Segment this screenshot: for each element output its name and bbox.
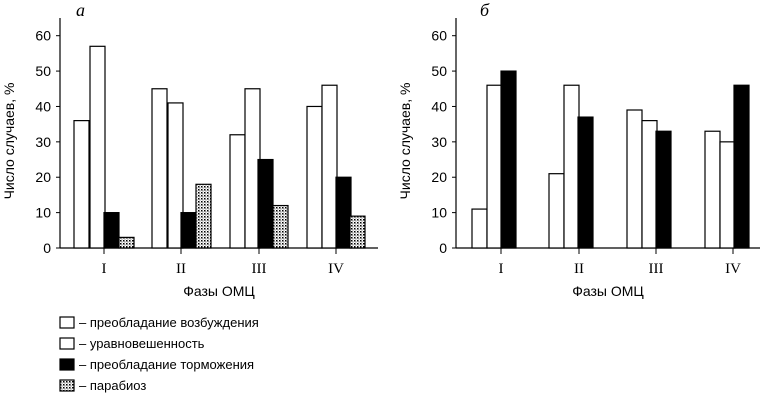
bar	[719, 141, 736, 249]
legend-item: – уравновешенность	[59, 336, 205, 351]
x-axis-title: Фазы ОМЦ	[572, 283, 644, 299]
x-tick-label: III	[649, 261, 664, 277]
bar	[321, 84, 338, 249]
bar	[180, 212, 197, 249]
y-tick-label: 20	[431, 169, 447, 185]
y-tick-label: 40	[35, 98, 51, 114]
x-axis-title: Фазы ОМЦ	[183, 283, 255, 299]
bar	[195, 183, 212, 249]
y-tick-label: 10	[431, 205, 447, 221]
x-tick-label: I	[499, 261, 504, 277]
y-tick-label: 10	[35, 205, 51, 221]
bar	[548, 173, 565, 249]
bar	[641, 120, 658, 249]
bar	[349, 215, 366, 249]
x-tick-label: I	[102, 261, 107, 277]
bar	[167, 102, 184, 249]
bar	[257, 158, 274, 249]
y-axis-title: Число случаев, %	[1, 83, 17, 200]
bar	[272, 204, 289, 249]
bar	[704, 130, 721, 249]
legend-swatch	[59, 316, 75, 329]
bar	[151, 88, 168, 249]
y-tick-label: 40	[431, 98, 447, 114]
bar	[486, 84, 503, 249]
x-tick-label: III	[252, 261, 267, 277]
y-axis-title: Число случаев, %	[397, 83, 413, 200]
legend: – преобладание возбуждения – уравновешенн…	[59, 315, 259, 393]
bar	[103, 212, 120, 249]
legend-label: – парабиоз	[79, 378, 146, 393]
y-tick-label: 30	[35, 134, 51, 150]
bar	[89, 45, 106, 249]
bar	[626, 109, 643, 249]
x-tick-label: IV	[725, 261, 741, 277]
bar	[577, 116, 594, 249]
bar	[306, 105, 323, 249]
y-tick-label: 50	[431, 63, 447, 79]
bar	[563, 84, 580, 249]
bar	[733, 84, 750, 249]
y-tick-label: 0	[43, 240, 51, 256]
legend-swatch	[59, 358, 75, 371]
legend-label: – преобладание торможения	[79, 357, 254, 372]
legend-swatch	[59, 337, 75, 350]
bar	[655, 130, 672, 249]
y-tick-label: 50	[35, 63, 51, 79]
legend-item: – преобладание возбуждения	[59, 315, 259, 330]
y-tick-label: 60	[431, 28, 447, 44]
x-tick-label: II	[574, 261, 584, 277]
y-tick-label: 0	[439, 240, 447, 256]
bar	[229, 134, 246, 249]
legend-item: – парабиоз	[59, 378, 146, 393]
legend-label: – преобладание возбуждения	[79, 315, 259, 330]
bar	[500, 70, 517, 249]
bar	[335, 176, 352, 249]
y-tick-label: 20	[35, 169, 51, 185]
panel-label: б	[480, 0, 490, 20]
x-tick-label: II	[176, 261, 186, 277]
bar	[471, 208, 488, 249]
legend-label: – уравновешенность	[79, 336, 205, 351]
panel-label: а	[76, 0, 85, 20]
legend-item: – преобладание торможения	[59, 357, 254, 372]
legend-swatch	[59, 379, 75, 392]
y-tick-label: 60	[35, 28, 51, 44]
x-tick-label: IV	[328, 261, 344, 277]
bar	[73, 120, 90, 249]
y-tick-label: 30	[431, 134, 447, 150]
bar	[118, 236, 135, 249]
